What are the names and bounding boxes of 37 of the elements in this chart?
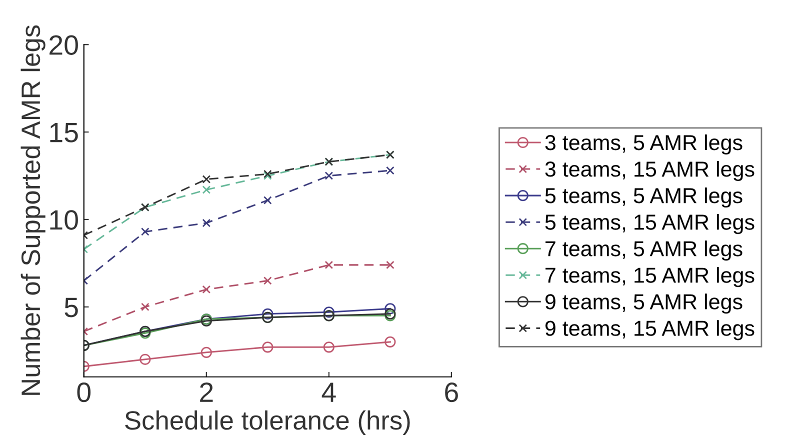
point [384, 303, 396, 314]
y-tick-label: 5 [64, 298, 78, 318]
point [202, 218, 211, 228]
y-tick-label: 20 [50, 35, 78, 55]
point [324, 260, 334, 270]
y-tick-label: 15 [50, 122, 78, 142]
point [386, 166, 394, 175]
legend-label: 5 teams, 15 AMR legs [545, 214, 754, 234]
x-tick-label: 2 [200, 382, 213, 402]
legend-label: 3 teams, 15 AMR legs [545, 160, 754, 182]
legend-label: 7 teams, 5 AMR legs [546, 240, 742, 261]
x-tick-label: 0 [77, 382, 91, 402]
legend-label: 9 teams, 5 AMR legs [545, 294, 742, 314]
point [140, 302, 150, 312]
y-axis-title: Number of Supported AMR legs [20, 25, 46, 395]
point [264, 196, 272, 204]
point [323, 342, 334, 353]
x-tick-label: 6 [445, 382, 458, 402]
point [200, 346, 212, 358]
point [384, 336, 396, 348]
point [202, 285, 211, 294]
point [262, 308, 274, 320]
legend-label: 9 teams, 15 AMR legs [545, 320, 754, 340]
point [140, 228, 150, 236]
point [202, 186, 211, 194]
point [386, 260, 394, 270]
point [262, 342, 274, 353]
legend-label: 7 teams, 15 AMR legs [546, 267, 754, 288]
point [324, 172, 334, 180]
point [140, 354, 151, 365]
y-tick-label: 10 [50, 210, 78, 230]
legend-label: 3 teams, 5 AMR legs [545, 134, 742, 155]
point [323, 306, 334, 318]
point [264, 276, 272, 285]
x-tick-label: 4 [322, 382, 336, 402]
legend-label: 5 teams, 5 AMR legs [545, 187, 742, 208]
x-axis-title: Schedule tolerance (hrs) [125, 410, 410, 435]
